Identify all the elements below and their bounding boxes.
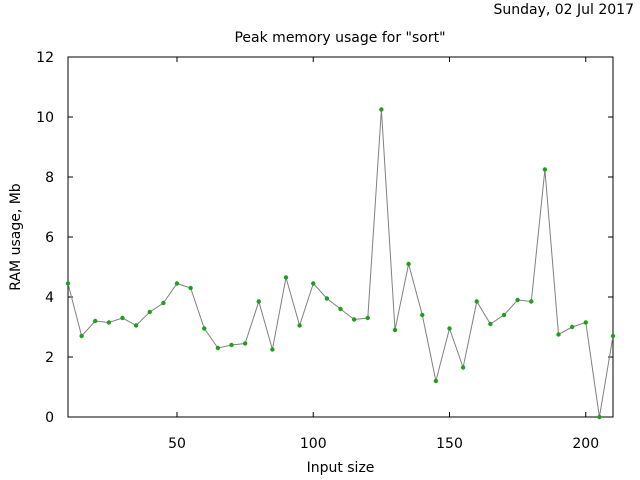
data-point <box>433 378 439 384</box>
data-point <box>147 309 152 315</box>
data-point <box>65 281 71 286</box>
x-tick-label: 150 <box>436 436 463 452</box>
series-line <box>67 109 614 418</box>
data-point <box>420 312 425 318</box>
data-point <box>202 326 207 331</box>
data-point <box>338 306 343 312</box>
data-point <box>270 347 275 352</box>
data-point <box>447 326 452 331</box>
y-tick-label: 8 <box>45 170 54 186</box>
data-point <box>392 327 398 333</box>
data-point <box>161 300 166 306</box>
x-tick-label: 200 <box>572 436 599 452</box>
data-point <box>610 333 616 339</box>
data-point <box>474 299 479 304</box>
data-point <box>597 414 602 420</box>
y-axis-label: RAM usage, Mb <box>8 183 24 290</box>
y-tick-label: 12 <box>36 50 54 66</box>
data-point <box>93 318 98 324</box>
y-tick-label: 2 <box>45 350 54 366</box>
data-point <box>297 323 302 328</box>
y-tick-label: 4 <box>45 290 54 306</box>
data-point <box>501 312 507 318</box>
data-point <box>215 345 221 351</box>
data-point <box>242 341 248 346</box>
data-point <box>120 315 125 321</box>
data-point <box>542 167 548 172</box>
data-point <box>379 107 384 112</box>
data-point <box>174 281 180 286</box>
data-point <box>133 323 139 328</box>
chart-date: Sunday, 02 Jul 2017 <box>493 2 634 18</box>
y-tick-label: 0 <box>45 410 54 426</box>
x-tick-label: 100 <box>300 436 327 452</box>
data-point <box>351 317 357 322</box>
data-point <box>256 299 261 304</box>
y-tick-label: 10 <box>36 110 54 126</box>
data-point <box>529 299 534 304</box>
data-point <box>569 324 575 330</box>
x-axis-label: Input size <box>307 460 375 476</box>
data-point <box>488 321 493 327</box>
data-point <box>460 365 466 370</box>
data-point <box>106 320 112 325</box>
data-point <box>283 275 289 280</box>
data-point <box>515 297 520 303</box>
data-point <box>79 333 84 339</box>
data-point <box>556 332 561 337</box>
data-point <box>406 261 411 267</box>
data-point <box>229 342 234 348</box>
data-point <box>365 315 370 321</box>
chart-title: Peak memory usage for "sort" <box>234 30 446 46</box>
y-tick-label: 6 <box>45 230 54 246</box>
data-point <box>188 285 193 291</box>
x-tick-label: 50 <box>168 436 186 452</box>
data-point <box>583 320 588 325</box>
data-point <box>311 281 316 286</box>
plot-frame <box>67 56 614 418</box>
data-point <box>324 296 330 301</box>
